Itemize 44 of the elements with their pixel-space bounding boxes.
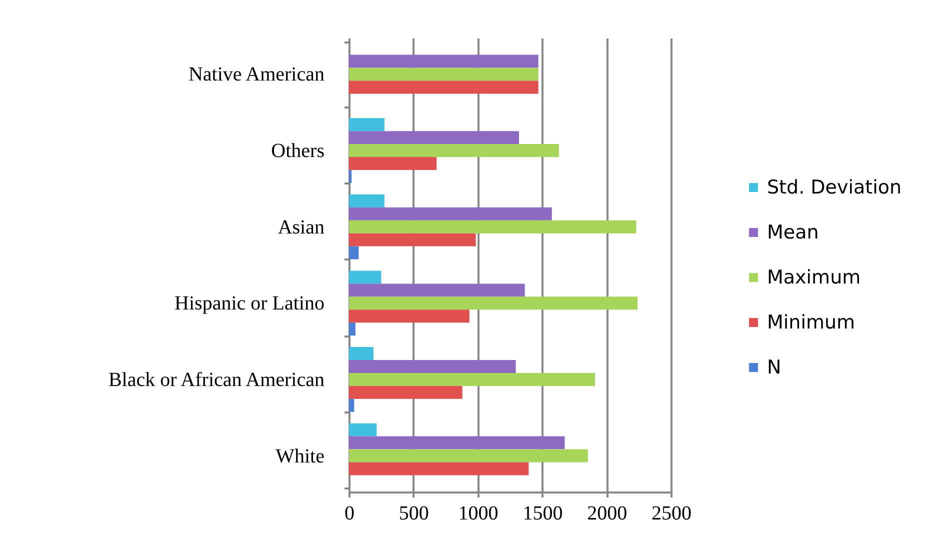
bar xyxy=(349,68,538,81)
bar xyxy=(349,372,596,386)
y-tick-label: Others xyxy=(271,140,325,162)
legend-label: Minimum xyxy=(767,312,856,334)
bar xyxy=(349,118,384,132)
bar xyxy=(349,270,382,284)
bar xyxy=(349,462,529,476)
y-tick-label: Hispanic or Latino xyxy=(174,292,324,315)
x-tick-label: 500 xyxy=(398,502,429,524)
bar xyxy=(349,54,538,68)
bar xyxy=(349,284,525,297)
y-tick-label: Asian xyxy=(278,216,324,238)
y-tick-label: Black or African American xyxy=(108,368,324,391)
bar xyxy=(349,322,356,336)
bar xyxy=(349,131,520,144)
bar xyxy=(349,386,462,399)
x-tick-label: 1500 xyxy=(522,502,563,524)
bar xyxy=(349,449,588,462)
bar xyxy=(349,80,538,94)
legend-label: Mean xyxy=(767,222,819,244)
bar xyxy=(349,233,476,246)
x-tick-label: 2500 xyxy=(652,502,692,524)
bar xyxy=(349,170,352,183)
bar xyxy=(349,423,377,436)
x-tick-label: 0 xyxy=(344,502,354,524)
x-tick-label: 2000 xyxy=(587,502,628,524)
bar xyxy=(349,194,384,208)
y-tick-label: Native American xyxy=(188,64,324,86)
bar xyxy=(349,398,354,412)
bar xyxy=(349,207,552,220)
y-tick-label: White xyxy=(276,445,325,468)
legend-label: N xyxy=(767,356,782,378)
bar xyxy=(349,296,638,310)
bar xyxy=(349,347,374,360)
bar xyxy=(349,360,516,373)
x-tick-label: 1000 xyxy=(458,502,498,524)
legend-label: Std. Deviation xyxy=(767,176,902,198)
legend-label: Maximum xyxy=(767,266,861,288)
bar xyxy=(349,310,470,323)
bar xyxy=(349,157,437,170)
bar xyxy=(349,436,565,450)
bar xyxy=(349,220,636,234)
bar xyxy=(349,144,559,158)
bar xyxy=(349,246,359,260)
